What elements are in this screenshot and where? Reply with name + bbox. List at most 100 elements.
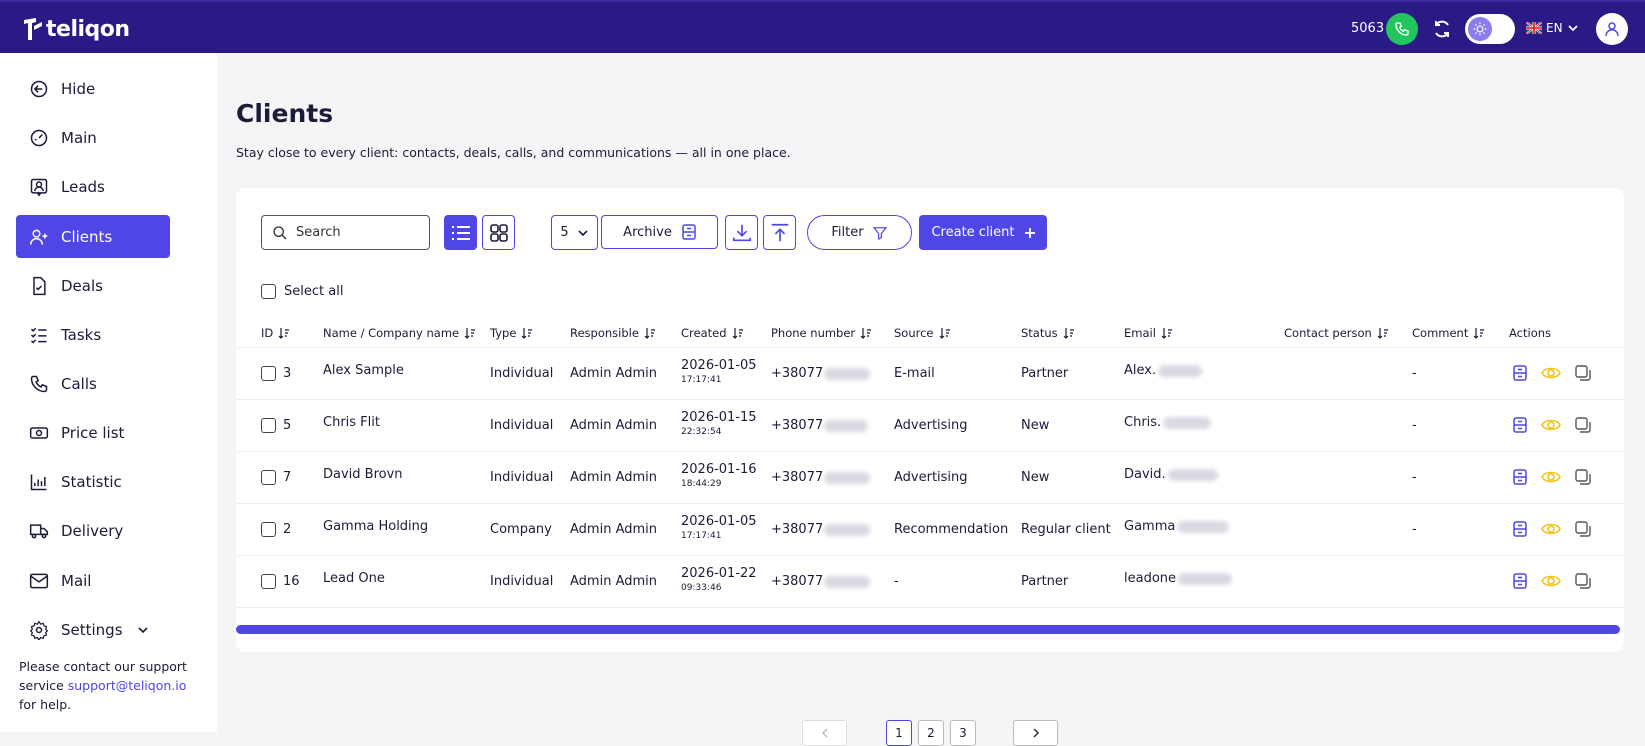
sidebar-item-calls[interactable]: Calls <box>16 362 170 405</box>
row-name[interactable]: Gamma Holding <box>323 519 429 534</box>
row-checkbox[interactable] <box>261 366 276 381</box>
download-button[interactable] <box>725 215 758 250</box>
header-created[interactable]: Created <box>681 326 744 340</box>
archive-row-button[interactable] <box>1510 363 1530 383</box>
chevron-down-icon <box>137 626 148 633</box>
header-status[interactable]: Status <box>1021 326 1075 340</box>
row-checkbox[interactable] <box>261 522 276 537</box>
header-responsible[interactable]: Responsible <box>570 326 656 340</box>
sidebar-item-delivery[interactable]: Delivery <box>16 509 170 552</box>
archive-row-button[interactable] <box>1510 519 1530 539</box>
row-checkbox[interactable] <box>261 470 276 485</box>
table-row[interactable]: 2 Gamma Holding Company Admin Admin 2026-01-… <box>236 504 1624 556</box>
row-name[interactable]: David Brovn <box>323 467 403 482</box>
row-created: 2026-01-22 09:33:46 <box>681 566 757 593</box>
header-label: Status <box>1021 326 1058 340</box>
view-row-button[interactable] <box>1541 363 1561 383</box>
prev-page-button[interactable] <box>802 720 847 746</box>
header-id[interactable]: ID <box>261 326 290 340</box>
sidebar-item-mail[interactable]: Mail <box>16 559 170 602</box>
row-source: E-mail <box>894 366 935 381</box>
sidebar-item-settings[interactable]: Settings <box>16 608 170 651</box>
header-comment[interactable]: Comment <box>1412 326 1485 340</box>
sync-button[interactable] <box>1430 17 1454 41</box>
select-all-checkbox[interactable] <box>261 284 276 299</box>
view-row-button[interactable] <box>1541 519 1561 539</box>
filter-button[interactable]: Filter <box>807 215 912 250</box>
row-source: - <box>894 574 899 589</box>
copy-row-button[interactable] <box>1573 363 1593 383</box>
view-row-button[interactable] <box>1541 571 1561 591</box>
call-button[interactable] <box>1386 13 1418 45</box>
sort-icon <box>939 328 950 339</box>
view-row-button[interactable] <box>1541 467 1561 487</box>
sidebar-item-clients[interactable]: Clients <box>16 215 170 258</box>
next-page-button[interactable] <box>1013 720 1058 746</box>
list-view-button[interactable] <box>444 215 477 250</box>
copy-row-button[interactable] <box>1573 571 1593 591</box>
language-selector[interactable]: EN <box>1526 21 1579 35</box>
table-row[interactable]: 5 Chris Flit Individual Admin Admin 2026-01-… <box>236 400 1624 452</box>
header-source[interactable]: Source <box>894 326 951 340</box>
row-name[interactable]: Lead One <box>323 571 385 586</box>
row-id: 16 <box>283 574 300 589</box>
header-type[interactable]: Type <box>490 326 533 340</box>
sidebar-item-deals[interactable]: Deals <box>16 264 170 307</box>
copy-row-button[interactable] <box>1573 519 1593 539</box>
page-3-button[interactable]: 3 <box>950 720 976 746</box>
create-client-button[interactable]: Create client <box>919 215 1047 250</box>
grid-view-button[interactable] <box>482 215 515 250</box>
archive-button[interactable]: Archive <box>601 215 718 249</box>
redacted-phone <box>824 367 871 380</box>
header-contact-person[interactable]: Contact person <box>1284 326 1389 340</box>
row-name[interactable]: Alex Sample <box>323 363 404 378</box>
horizontal-scrollbar[interactable] <box>236 625 1620 634</box>
row-name[interactable]: Chris Flit <box>323 415 380 430</box>
row-responsible: Admin Admin <box>570 366 657 381</box>
eye-icon <box>1541 523 1561 535</box>
upload-button[interactable] <box>763 215 796 250</box>
support-email-link[interactable]: support@teliqon.io <box>67 678 187 693</box>
row-checkbox[interactable] <box>261 418 276 433</box>
sidebar-item-label: Deals <box>61 276 103 295</box>
row-checkbox[interactable] <box>261 574 276 589</box>
per-page-select[interactable]: 5 <box>551 215 598 250</box>
dashboard-icon <box>28 127 50 149</box>
view-row-button[interactable] <box>1541 415 1561 435</box>
row-created-time: 22:32:54 <box>681 427 722 437</box>
row-responsible: Admin Admin <box>570 418 657 433</box>
user-avatar[interactable] <box>1596 13 1628 45</box>
page-number: 1 <box>895 726 903 740</box>
archive-row-button[interactable] <box>1510 415 1530 435</box>
header-label: Name / Company name <box>323 326 460 340</box>
row-comment: - <box>1412 522 1417 537</box>
table-row[interactable]: 7 David Brovn Individual Admin Admin 2026-01… <box>236 452 1624 504</box>
header-phone[interactable]: Phone number <box>771 326 872 340</box>
header-email[interactable]: Email <box>1124 326 1173 340</box>
select-all[interactable]: Select all <box>261 284 343 299</box>
archive-row-button[interactable] <box>1510 467 1530 487</box>
search-input[interactable]: Search <box>261 215 430 250</box>
page-1-button[interactable]: 1 <box>886 720 912 746</box>
table-row[interactable]: 3 Alex Sample Individual Admin Admin 2026-01… <box>236 348 1624 400</box>
sidebar-item-label: Calls <box>61 374 97 393</box>
sidebar-item-hide[interactable]: Hide <box>16 67 170 110</box>
archive-icon <box>1513 521 1527 537</box>
archive-row-button[interactable] <box>1510 571 1530 591</box>
sidebar-item-label: Statistic <box>61 472 122 491</box>
sidebar-item-tasks[interactable]: Tasks <box>16 313 170 356</box>
redacted-email <box>1167 468 1218 481</box>
theme-toggle[interactable] <box>1465 14 1515 44</box>
sidebar-item-statistic[interactable]: Statistic <box>16 460 170 503</box>
header-name[interactable]: Name / Company name <box>323 326 476 340</box>
user-plus-icon <box>28 226 50 248</box>
sidebar-item-main[interactable]: Main <box>16 116 170 159</box>
table-row[interactable]: 16 Lead One Individual Admin Admin 2026-01-2… <box>236 556 1624 608</box>
sidebar-item-leads[interactable]: Leads <box>16 165 170 208</box>
copy-row-button[interactable] <box>1573 415 1593 435</box>
brand-logo[interactable]: teliqon <box>22 14 130 44</box>
copy-row-button[interactable] <box>1573 467 1593 487</box>
chevron-down-icon <box>578 229 588 236</box>
page-2-button[interactable]: 2 <box>918 720 944 746</box>
sidebar-item-price-list[interactable]: Price list <box>16 411 170 454</box>
